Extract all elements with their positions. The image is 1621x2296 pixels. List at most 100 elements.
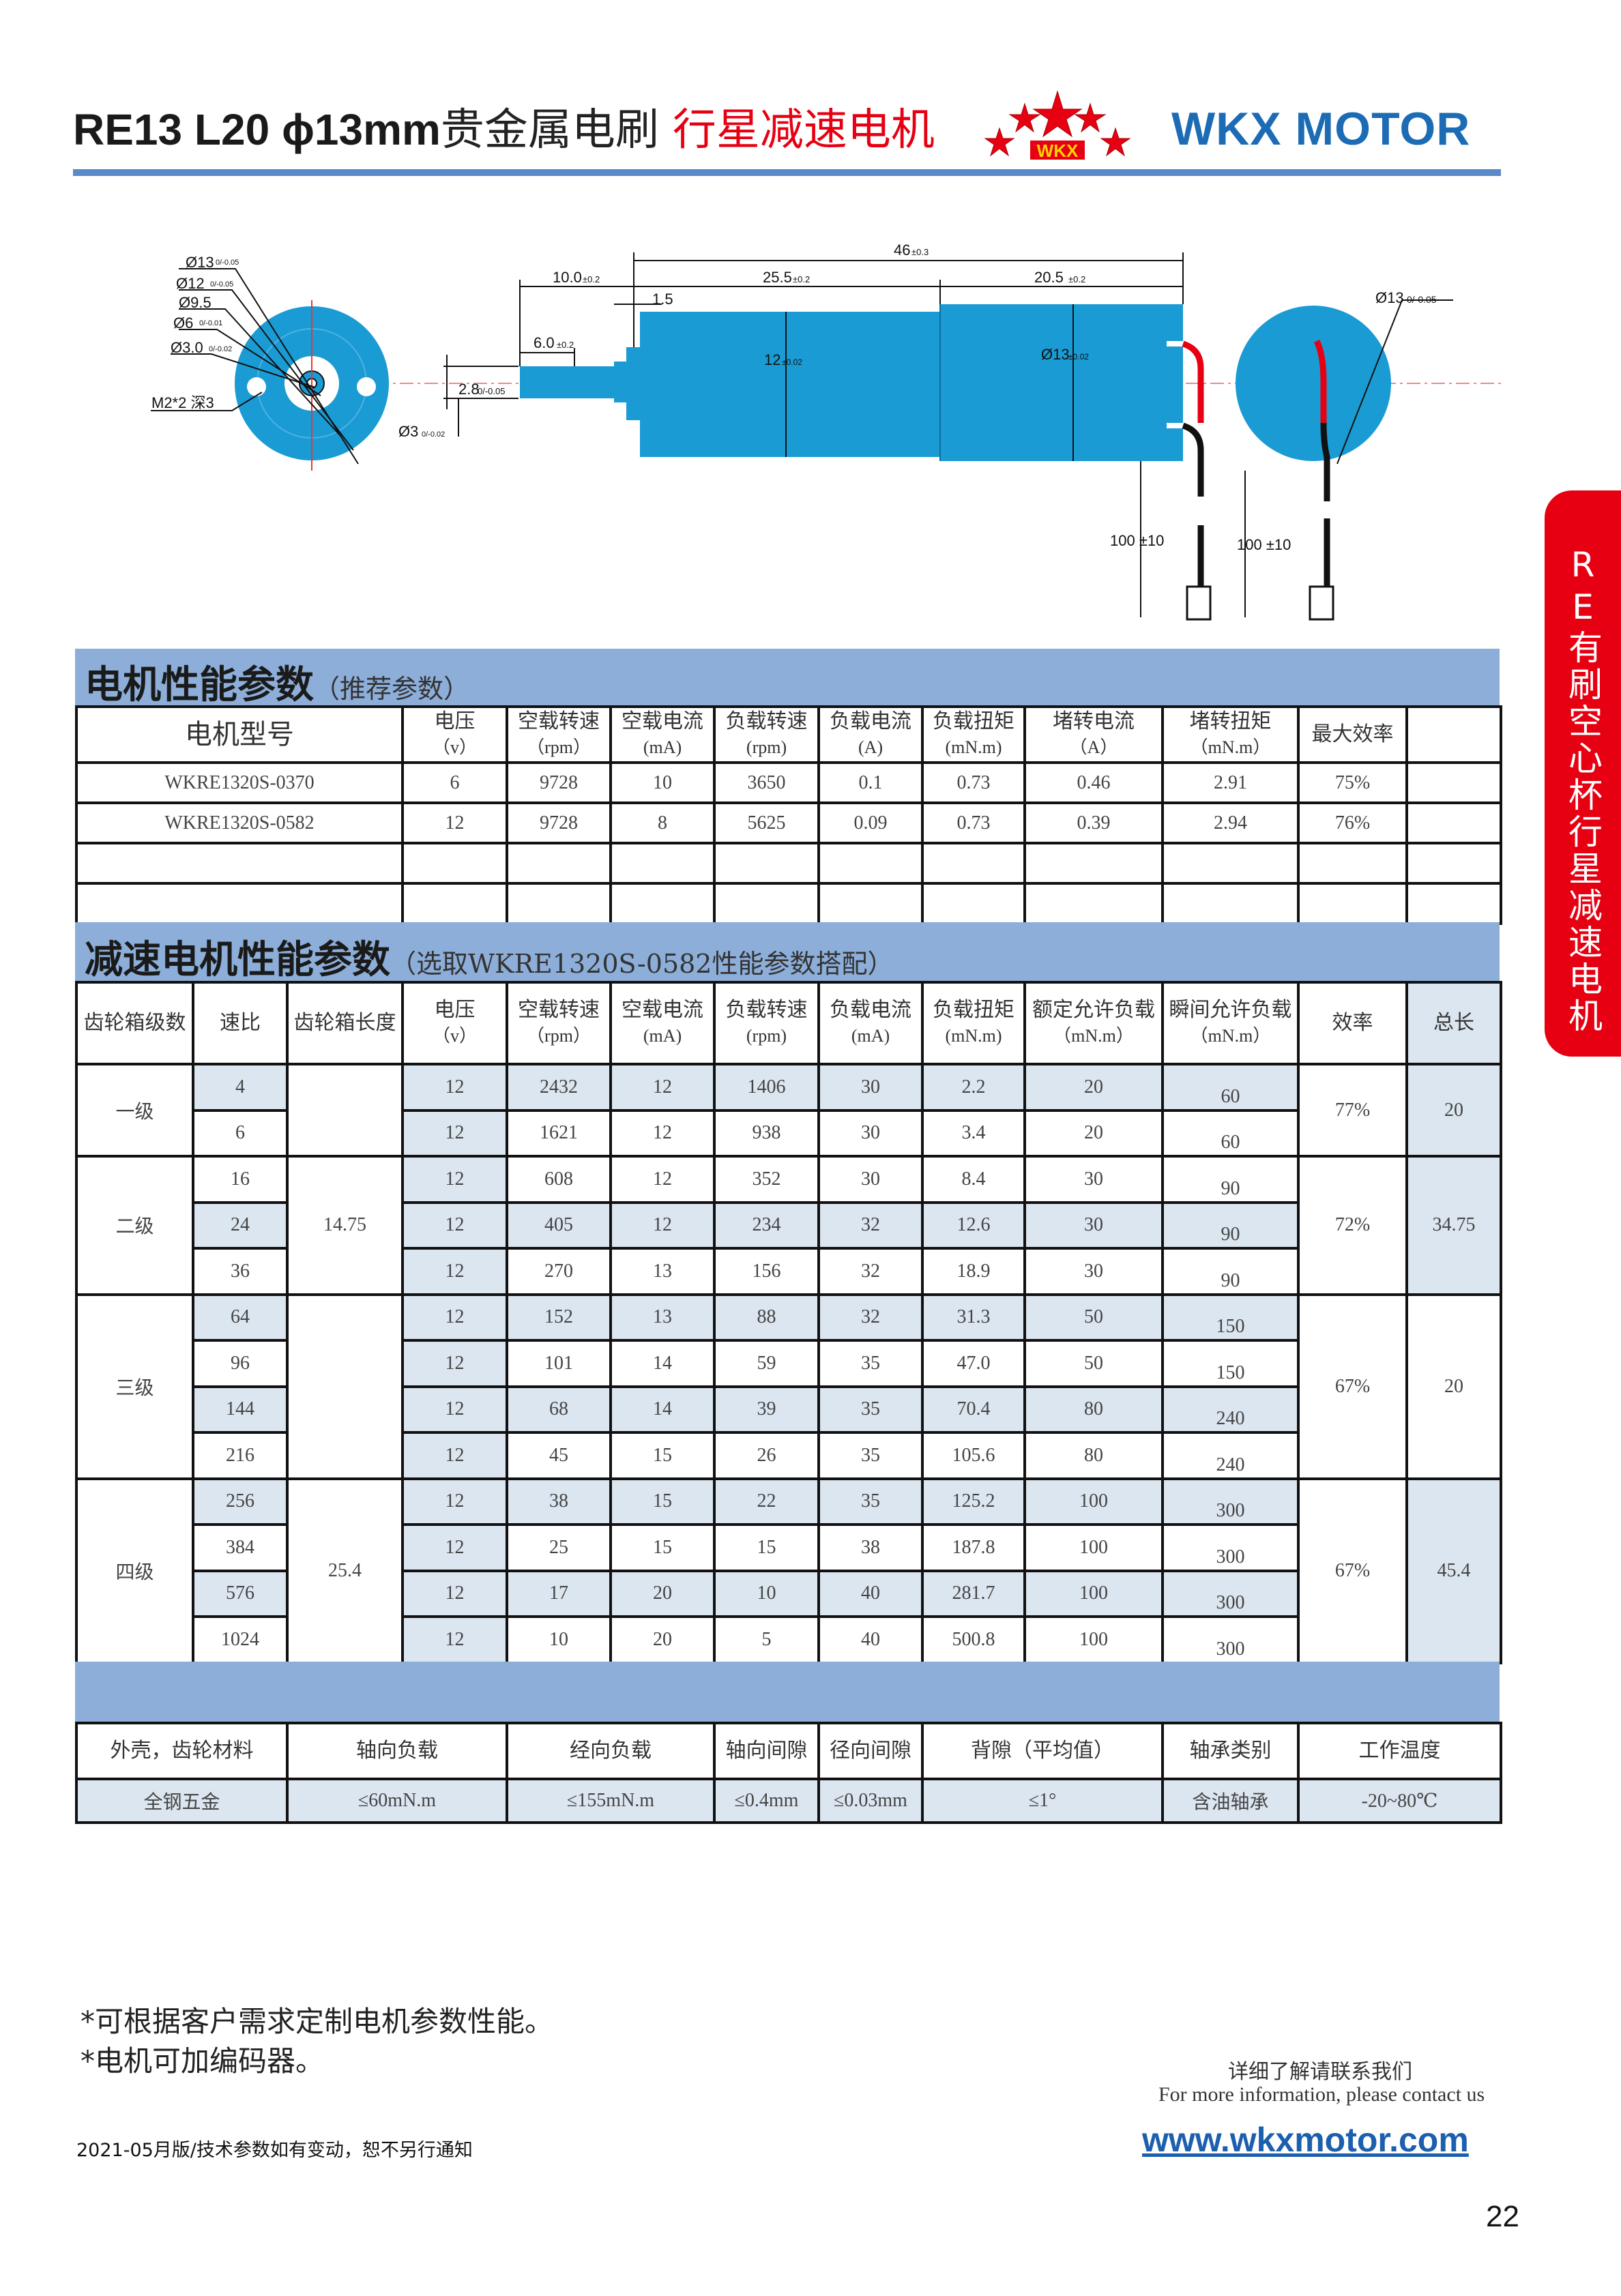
header-unit: （mN.m）	[1190, 1026, 1271, 1046]
tolerance: 0/-0.05	[216, 259, 239, 267]
dia-label: Ø13	[186, 254, 214, 271]
table-cell: 30	[1023, 1155, 1164, 1204]
table-cell: 12	[401, 1477, 508, 1526]
table-cell: 47.0	[921, 1339, 1026, 1388]
table-row: 576 12 17 20 10 40 281.7 100 300	[76, 1569, 1501, 1618]
table-cell	[1297, 842, 1409, 885]
dimension-labels: 46 ±0.3 10.0 ±0.2 25.5 ±0.2 20.5 ±0.2 1.…	[398, 241, 1437, 553]
column-header: 负载电流 (mA)	[817, 981, 924, 1065]
star-icon	[1074, 102, 1107, 133]
gear-ratio: 576	[192, 1569, 289, 1618]
contact-cn: 详细了解请联系我们	[1228, 2060, 1412, 2084]
star-icon	[1008, 102, 1041, 133]
title-model: RE13 L20 ϕ13mm	[73, 105, 441, 154]
table-row: 384 12 25 15 15 38 187.8 100 300	[76, 1523, 1501, 1572]
table-cell: 90	[1161, 1155, 1300, 1204]
table-cell: 12	[401, 1247, 508, 1296]
table-cell: 8.4	[921, 1155, 1026, 1204]
table-row: 6 12 1621 12 938 30 3.4 20 60	[76, 1108, 1501, 1158]
spec-header: 轴向负载	[286, 1722, 508, 1780]
table-cell	[921, 842, 1027, 885]
table-cell: 50	[1023, 1293, 1164, 1342]
dim-gearbox: 25.5	[763, 269, 792, 286]
table-cell: 240	[1161, 1385, 1300, 1434]
column-header: 空载转速 （rpm）	[506, 705, 613, 764]
gearbox-length	[286, 1063, 404, 1158]
header-label: 空载转速	[518, 710, 600, 733]
table-cell: 5625	[713, 801, 821, 844]
table-cell	[1023, 882, 1165, 925]
table-cell: 12	[401, 1339, 508, 1388]
header-label: 负载电流	[830, 999, 911, 1021]
black-lead-wire	[1182, 422, 1204, 587]
website-link[interactable]: www.wkxmotor.com	[1142, 2121, 1469, 2159]
table-cell: 12	[609, 1063, 716, 1112]
table-cell: 35	[817, 1385, 924, 1434]
column-header	[1405, 705, 1503, 764]
column-header: 空载电流 (mA)	[609, 705, 716, 764]
table-cell: 15	[609, 1477, 716, 1526]
table-cell: 15	[713, 1523, 820, 1572]
note-encoder: *电机可加编码器。	[81, 2044, 325, 2078]
table-cell: 15	[609, 1431, 716, 1480]
table-cell	[817, 842, 924, 885]
column-header: 负载扭矩 (mN.m)	[921, 981, 1026, 1065]
header-label: 空载电流	[622, 999, 703, 1021]
table-cell: 30	[817, 1155, 924, 1204]
table-cell: 59	[713, 1339, 820, 1388]
tolerance: ±0.02	[782, 357, 802, 367]
table-cell: 30	[1023, 1247, 1164, 1296]
table-cell: 300	[1161, 1569, 1300, 1618]
table-cell: 101	[506, 1339, 612, 1388]
table-row	[74, 842, 1503, 885]
table-cell	[1405, 801, 1503, 844]
table-cell	[1405, 882, 1503, 925]
table-cell: 150	[1161, 1339, 1300, 1388]
table-cell: 88	[713, 1293, 820, 1342]
gear-stage: 二级	[75, 1155, 194, 1296]
table-cell: 1406	[713, 1063, 820, 1112]
star-icon	[1100, 127, 1131, 157]
table-row: 96 12 101 14 59 35 47.0 50 150	[76, 1339, 1501, 1388]
header-unit: (mA)	[643, 1026, 682, 1046]
table-cell	[1405, 761, 1503, 804]
header-label: 空载转速	[518, 999, 600, 1021]
table-cell: 13	[609, 1247, 716, 1296]
tolerance: ±0.2	[557, 340, 574, 350]
header-unit: （mN.m）	[1053, 1026, 1134, 1046]
table-cell: 100	[1023, 1569, 1164, 1618]
red-lead-wire	[1182, 340, 1204, 423]
header-label: 瞬间允许负载	[1169, 999, 1292, 1021]
gear-ratio: 384	[192, 1523, 289, 1572]
table-cell: 50	[1023, 1339, 1164, 1388]
lead-length: 100 ±10	[1110, 532, 1164, 549]
table-cell: 2.91	[1161, 761, 1300, 804]
star-icon	[984, 127, 1015, 157]
table-cell: 38	[506, 1477, 612, 1526]
table-row: WKRE1320S-0582 12 9728 8 5625 0.09 0.73 0.39 2.9…	[74, 801, 1503, 844]
table-cell: 30	[817, 1063, 924, 1112]
table-cell	[1161, 882, 1300, 925]
table-cell: 35	[817, 1477, 924, 1526]
table-cell: 270	[506, 1247, 612, 1296]
page-title: RE13 L20 ϕ13mm贵金属电刷 行星减速电机	[73, 102, 935, 158]
column-header: 负载电流 (A)	[817, 705, 924, 764]
footer-notice: 2021-05月版/技术参数如有变动，恕不另行通知	[76, 2140, 473, 2161]
gear-ratio: 256	[192, 1477, 289, 1526]
table-cell	[401, 842, 509, 885]
table-cell: 0.1	[817, 761, 924, 804]
brand-logo: WKX MOTOR	[1171, 103, 1471, 155]
table-cell: 70.4	[921, 1385, 1026, 1434]
table-cell: 300	[1161, 1477, 1300, 1526]
spec-value: ≤0.03mm	[817, 1778, 924, 1824]
table-cell	[713, 842, 821, 885]
tolerance: 0/-0.05	[210, 280, 233, 289]
connector	[1186, 585, 1212, 621]
gearbox-diameter: 12	[764, 351, 780, 368]
table-cell: 9728	[506, 801, 613, 844]
table-cell: 60	[1161, 1108, 1300, 1158]
table-cell: 105.6	[921, 1431, 1026, 1480]
header-label: 负载电流	[830, 710, 912, 733]
table-cell: 76%	[1297, 801, 1409, 844]
table-cell: 12	[609, 1201, 716, 1250]
